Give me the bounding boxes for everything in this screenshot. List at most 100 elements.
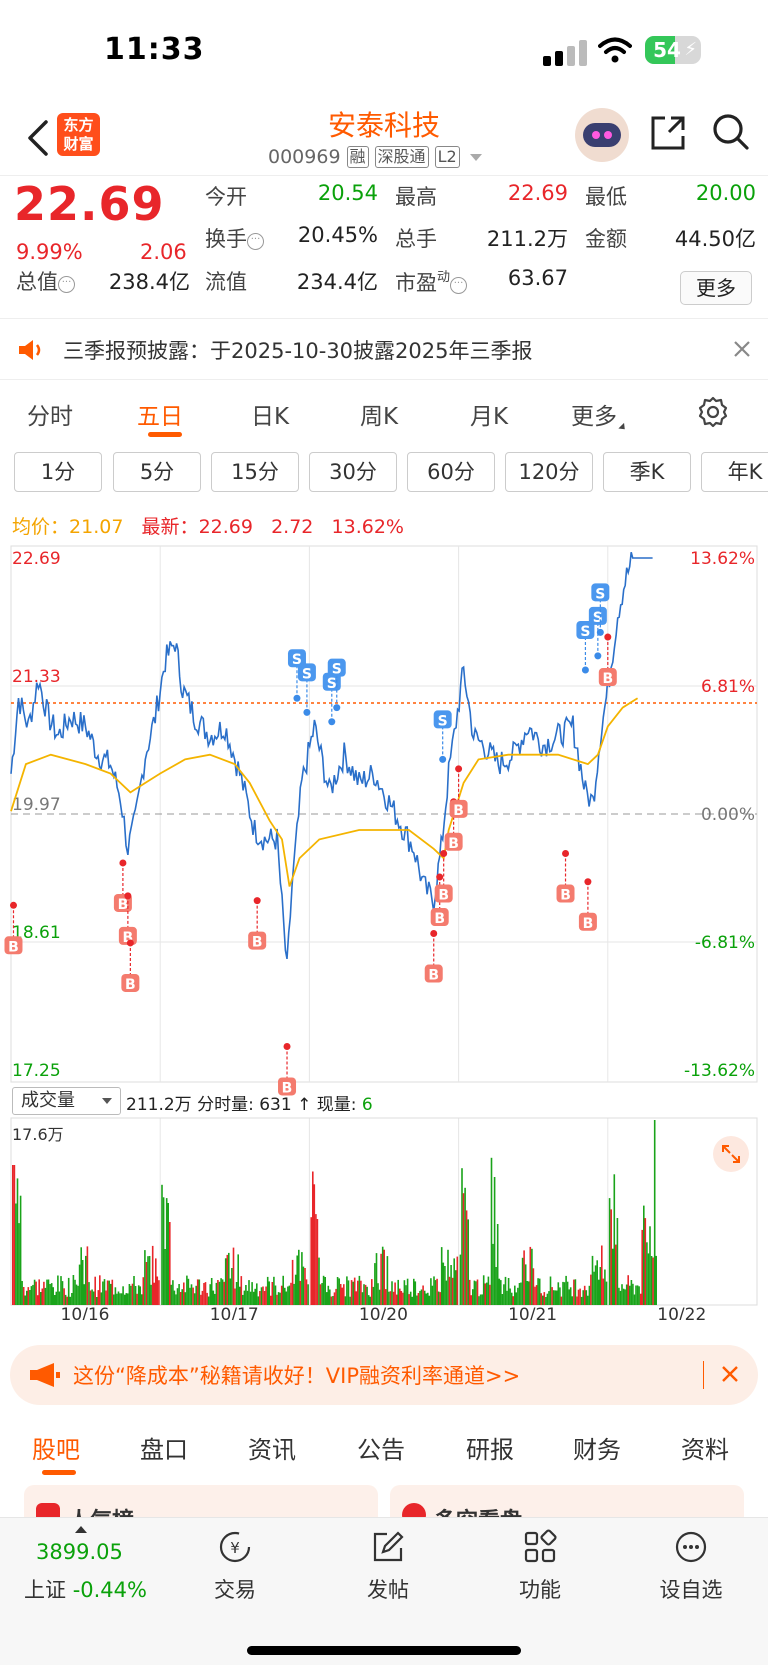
tab-finance[interactable]: 财务 xyxy=(573,1436,621,1464)
btn-year-k[interactable]: 年K xyxy=(701,452,768,492)
volume-bar xyxy=(545,1297,547,1305)
app-logo[interactable]: 东方 财富 xyxy=(57,113,100,156)
volume-indicator-select[interactable]: 成交量 xyxy=(12,1087,121,1115)
tab-daily-k[interactable]: 日K xyxy=(251,404,290,430)
volume-bar xyxy=(371,1279,373,1305)
volume-bar xyxy=(433,1276,435,1305)
close-icon[interactable] xyxy=(733,340,751,358)
volume-bar xyxy=(590,1274,592,1305)
float-value: 234.4亿 xyxy=(296,270,378,294)
notice-bar[interactable]: 三季报预披露：于2025-10-30披露2025年三季报 xyxy=(0,320,768,380)
tab-monthly-k[interactable]: 月K xyxy=(470,404,509,430)
volume-bar xyxy=(113,1294,115,1305)
tab-guba[interactable]: 股吧 xyxy=(32,1436,80,1464)
nav-post[interactable]: 发帖 xyxy=(338,1526,438,1604)
volume-bar xyxy=(374,1263,376,1305)
turnover-label[interactable]: 换手 ··· xyxy=(205,223,264,253)
minute-volume-value: 631 xyxy=(259,1095,292,1115)
volume-bar xyxy=(234,1288,236,1305)
volume-bar xyxy=(484,1283,487,1305)
y-tick-label-right: -13.62% xyxy=(684,1061,755,1081)
tab-intraday[interactable]: 分时 xyxy=(27,404,73,430)
volume-total: 211.2万 xyxy=(126,1095,192,1115)
bull-bear-card[interactable]: 多空看盘 xyxy=(390,1485,744,1520)
btn-60min[interactable]: 60分 xyxy=(407,452,495,492)
volume-bar xyxy=(624,1289,626,1305)
volume-bar xyxy=(78,1264,81,1305)
volume-bar xyxy=(144,1250,146,1305)
more-quote-button[interactable]: 更多 xyxy=(680,271,752,305)
turnover-info-icon[interactable]: ··· xyxy=(247,233,264,250)
volume-bar xyxy=(318,1257,320,1305)
search-icon[interactable] xyxy=(711,112,751,152)
expand-chart-button[interactable] xyxy=(713,1136,749,1172)
volume-bar xyxy=(475,1281,477,1305)
nav-functions[interactable]: 功能 xyxy=(490,1526,590,1604)
volume-bar xyxy=(204,1282,207,1305)
volume-bar xyxy=(26,1290,28,1305)
high-label: 最高 xyxy=(395,185,437,209)
volume-bar xyxy=(49,1284,51,1305)
tab-news[interactable]: 资讯 xyxy=(248,1436,296,1464)
tab-pankou[interactable]: 盘口 xyxy=(140,1436,188,1464)
volume-bar xyxy=(294,1274,297,1305)
volume-bar xyxy=(172,1280,174,1305)
volume-bar xyxy=(189,1287,191,1305)
bull-bear-icon xyxy=(402,1503,426,1520)
active-tab-indicator xyxy=(42,1470,76,1475)
volume-bar xyxy=(71,1293,73,1305)
tab-weekly-k[interactable]: 周K xyxy=(360,404,399,430)
nav-trade[interactable]: ¥ 交易 xyxy=(185,1526,285,1604)
volume-bar xyxy=(619,1290,622,1305)
amount-label: 金额 xyxy=(585,227,627,251)
volume-bar xyxy=(27,1287,30,1305)
x-tick-label: 10/17 xyxy=(210,1305,259,1320)
trade-mark-label: B xyxy=(252,935,263,951)
pe-label[interactable]: 市盈动 ··· xyxy=(395,266,468,297)
btn-quarter-k[interactable]: 季K xyxy=(603,452,691,492)
ai-assistant-icon[interactable] xyxy=(575,108,629,162)
volume-bar xyxy=(599,1267,602,1305)
volume-bar xyxy=(543,1292,546,1305)
volume-bar xyxy=(579,1288,581,1305)
btn-120min[interactable]: 120分 xyxy=(505,452,593,492)
back-icon[interactable] xyxy=(24,118,54,158)
volume-bar xyxy=(38,1279,40,1305)
volume-bar xyxy=(285,1291,288,1305)
volume-bar xyxy=(655,1255,657,1305)
volume-bar xyxy=(315,1214,317,1305)
stock-name[interactable]: 安泰科技 xyxy=(327,109,440,142)
stock-header: 东方 财富 安泰科技 000969 融 深股通 L2 xyxy=(0,100,768,176)
tab-five-day[interactable]: 五日 xyxy=(137,404,183,430)
volume-bar xyxy=(63,1288,65,1305)
volume-bar xyxy=(141,1294,143,1305)
gear-icon[interactable] xyxy=(696,395,730,429)
close-icon[interactable] xyxy=(720,1364,740,1384)
volume-bar xyxy=(325,1292,328,1305)
tab-announcements[interactable]: 公告 xyxy=(357,1436,405,1464)
volume-bar xyxy=(559,1287,561,1305)
btn-30min[interactable]: 30分 xyxy=(309,452,397,492)
volume-bar xyxy=(155,1258,157,1305)
svg-text:¥: ¥ xyxy=(230,1539,240,1557)
y-tick-label-right: 6.81% xyxy=(701,677,755,697)
stock-code-row[interactable]: 000969 融 深股通 L2 xyxy=(268,146,482,168)
mcap-info-icon[interactable]: ··· xyxy=(58,276,75,293)
promo-banner[interactable]: 这份“降成本”秘籍请收好！VIP融资利率通道>> xyxy=(10,1345,758,1405)
pe-info-icon[interactable]: ··· xyxy=(450,277,468,294)
popularity-card[interactable]: 人气榜 xyxy=(24,1485,378,1520)
nav-add-watchlist[interactable]: 设自选 xyxy=(641,1526,741,1604)
tab-research[interactable]: 研报 xyxy=(466,1436,514,1464)
btn-15min[interactable]: 15分 xyxy=(211,452,299,492)
five-day-chart[interactable]: 22.69 21.33 19.97 18.61 17.25 13.62% 6.81% 0.00… xyxy=(0,0,768,1320)
megaphone-icon xyxy=(30,1363,60,1387)
volume-bar xyxy=(245,1285,247,1305)
btn-5min[interactable]: 5分 xyxy=(113,452,201,492)
volume-bar xyxy=(563,1282,566,1305)
volume-bar xyxy=(636,1285,639,1305)
btn-1min[interactable]: 1分 xyxy=(14,452,102,492)
mcap-label[interactable]: 总值 ··· xyxy=(16,266,75,296)
tab-profile[interactable]: 资料 xyxy=(681,1436,729,1464)
share-icon[interactable] xyxy=(649,114,687,152)
tab-more[interactable]: 更多 xyxy=(571,397,628,433)
